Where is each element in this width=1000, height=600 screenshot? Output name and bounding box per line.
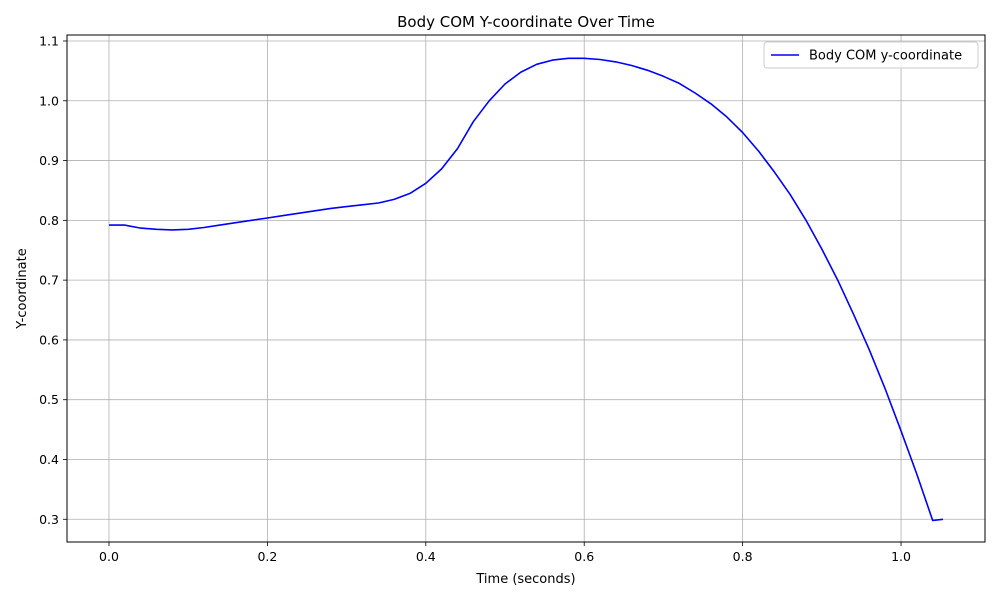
x-tick-label: 0.0 [99,549,119,564]
x-tick-label: 0.8 [733,549,753,564]
ticks: 0.0 0.2 0.4 0.6 0.8 1.0 0.3 0.4 0.5 0.6 0.7 0.8 0.9 1… [39,33,911,564]
legend-box [763,41,979,69]
legend: Body COM y-coordinate [763,41,979,69]
y-tick-label: 1.1 [39,33,59,48]
y-tick-label: 0.6 [39,332,59,347]
x-tick-label: 0.4 [416,549,436,564]
x-tick-label: 0.2 [257,549,277,564]
y-tick-label: 0.5 [39,392,59,407]
series-line [109,57,944,522]
y-tick-label: 0.7 [39,273,59,288]
x-axis-label: Time (seconds) [475,572,575,587]
x-tick-label: 1.0 [891,549,911,564]
series-layer [109,57,944,522]
grid [67,35,985,542]
legend-label: Body COM y-coordinate [809,49,962,64]
y-tick-label: 1.0 [39,93,59,108]
y-tick-label: 0.3 [39,512,59,527]
chart-title: Body COM Y-coordinate Over Time [397,13,655,31]
y-tick-label: 0.8 [39,213,59,228]
y-tick-label: 0.9 [39,153,59,168]
y-axis-label: Y-coordinate [15,248,30,329]
y-tick-label: 0.4 [39,452,59,467]
x-tick-label: 0.6 [574,549,594,564]
plot-frame [66,34,986,543]
